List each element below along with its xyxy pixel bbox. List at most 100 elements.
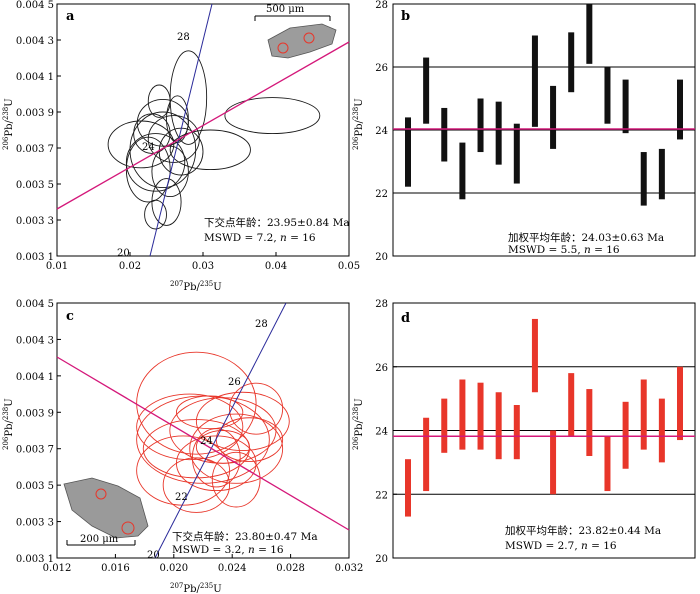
mean-text: 加权平均年龄：23.82±0.44 Ma	[505, 524, 661, 537]
concordia-line	[154, 302, 287, 559]
age-error-bar	[441, 107, 448, 162]
error-ellipse	[107, 120, 175, 169]
x-tick-label: 0.028	[276, 563, 305, 574]
error-ellipse	[136, 351, 257, 455]
y-tick-label: 0.004 5	[16, 0, 54, 11]
x-axis-label: 207Pb/235U	[170, 582, 222, 594]
age-error-bar	[604, 67, 611, 124]
age-error-bar	[677, 79, 683, 140]
y-tick-label: 24	[375, 126, 388, 137]
y-tick-label: 0.003 3	[16, 216, 54, 227]
y-tick-label: 0.004 3	[16, 335, 54, 346]
error-ellipse	[162, 457, 230, 513]
panel-c: 0.012 0.016 0.020 0.024 0.028 0.032 0.003 1 0.0…	[2, 299, 363, 594]
mswd-text: MSWD = 3.2, n = 16	[172, 544, 284, 556]
panel-label: b	[401, 9, 410, 24]
age-error-bar	[531, 35, 538, 127]
age-error-bar	[405, 459, 411, 517]
y-tick-label: 28	[375, 0, 388, 11]
laser-spot	[303, 32, 315, 44]
age-label: 22	[175, 492, 188, 503]
x-tick-label: 0.032	[335, 563, 364, 574]
age-error-bar	[513, 123, 520, 184]
y-axis-label: 206Pb/238U	[2, 98, 15, 150]
intercept-text: 下交点年龄：23.80±0.47 Ma	[172, 530, 318, 543]
error-ellipse	[224, 97, 321, 135]
error-ellipse	[195, 430, 250, 464]
error-ellipse	[136, 435, 230, 506]
y-tick-label: 22	[375, 490, 388, 501]
y-tick-label: 0.004 3	[16, 36, 54, 47]
age-error-bar	[640, 379, 647, 450]
age-error-bar	[495, 101, 502, 165]
panel-label: d	[401, 311, 410, 326]
panel-a: 0.01 0.02 0.03 0.04 0.05 0.003 1 0.003 3 0.003 …	[2, 0, 360, 293]
age-error-bar	[658, 398, 665, 463]
age-error-bar	[550, 85, 557, 149]
age-error-bar	[513, 405, 520, 460]
y-tick-label: 0.003 1	[16, 554, 54, 565]
y-tick-label: 0.003 7	[16, 445, 54, 456]
age-error-bar	[423, 57, 430, 124]
error-ellipse	[136, 393, 244, 461]
x-tick-label: 0.012	[43, 563, 72, 574]
panel-label: c	[66, 309, 74, 324]
age-error-bar	[495, 392, 502, 460]
x-tick-label: 0.05	[338, 261, 360, 272]
y-tick-label: 28	[375, 299, 388, 310]
zircon-grain-image	[267, 23, 337, 59]
age-label: 26	[228, 377, 241, 388]
y-axis-label: 206Pb/238U	[352, 398, 365, 450]
age-error-bar	[568, 373, 575, 437]
x-tick-label: 0.02	[119, 261, 141, 272]
y-tick-label: 0.004 1	[16, 372, 54, 383]
y-tick-label: 24	[375, 427, 388, 438]
y-tick-label: 20	[375, 554, 388, 565]
y-tick-label: 0.003 5	[16, 180, 54, 191]
x-tick-label: 0.024	[218, 563, 247, 574]
age-error-bar	[604, 436, 611, 492]
discordia-line	[56, 41, 350, 210]
zircon-grain-image	[63, 477, 149, 539]
x-tick-label: 0.03	[192, 261, 214, 272]
error-ellipse	[229, 382, 284, 435]
age-error-bar	[586, 389, 593, 456]
laser-spot	[121, 521, 135, 535]
age-label: 20	[117, 248, 130, 259]
age-error-bar	[622, 401, 629, 469]
laser-spot	[277, 42, 289, 54]
y-tick-label: 0.003 9	[16, 108, 54, 119]
error-ellipse	[191, 428, 241, 488]
error-ellipse	[195, 391, 290, 451]
age-error-bar	[531, 318, 538, 393]
age-error-bar	[677, 366, 683, 441]
scale-bar-label: 500 μm	[266, 4, 305, 15]
age-error-bar	[423, 417, 430, 492]
age-label: 28	[255, 319, 268, 330]
y-tick-label: 0.003 5	[16, 481, 54, 492]
age-label: 20	[147, 550, 160, 561]
error-ellipse	[151, 145, 189, 198]
error-ellipse	[169, 129, 251, 171]
age-error-bar	[550, 430, 557, 495]
x-tick-label: 0.01	[46, 261, 68, 272]
x-tick-label: 0.04	[265, 261, 287, 272]
panel-d: 20 22 24 26 28 d 加权平均年龄：23.82±0.44 Ma MSWD =…	[352, 299, 696, 565]
panel-b: 20 22 24 26 28 b 加权平均年龄：24.03±0.63 Ma MSWD =…	[352, 0, 696, 263]
laser-spot	[95, 488, 107, 500]
y-axis-label: 206Pb/238U	[2, 398, 15, 450]
error-ellipse	[151, 178, 182, 226]
error-ellipse	[189, 413, 284, 484]
y-tick-label: 20	[375, 252, 388, 263]
age-error-bar	[441, 398, 448, 453]
mswd-text: MSWD = 7.2, n = 16	[204, 232, 316, 244]
age-error-bar	[477, 98, 484, 153]
age-label: 24	[142, 142, 155, 153]
y-tick-label: 26	[375, 363, 388, 374]
discordia-line	[56, 356, 350, 531]
y-tick-label: 0.003 1	[16, 252, 54, 263]
concordia-line	[149, 3, 213, 257]
y-axis-label: 206Pb/238U	[352, 98, 365, 150]
age-label: 28	[177, 32, 190, 43]
